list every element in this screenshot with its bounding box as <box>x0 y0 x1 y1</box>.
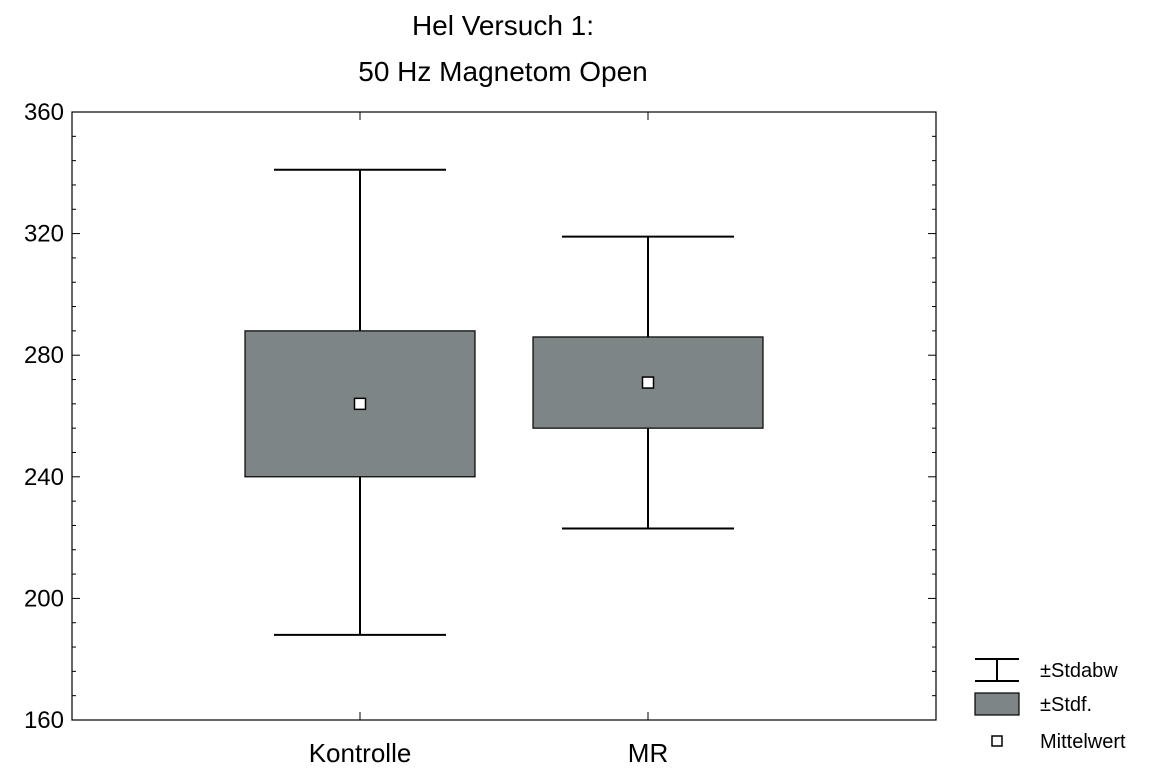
legend-item-box: ±Stdf. <box>974 692 1092 716</box>
box-group-kontrolle <box>244 168 476 636</box>
y-tick-label: 320 <box>24 221 64 248</box>
legend-label: ±Stdabw <box>1040 660 1118 682</box>
legend-label: ±Stdf. <box>1040 694 1092 716</box>
chart-title: Hel Versuch 1: 50 Hz Magnetom Open <box>358 10 648 87</box>
x-category-label: MR <box>628 738 668 768</box>
legend-label: Mittelwert <box>1040 731 1126 753</box>
x-axis: Kontrolle MR <box>309 112 668 768</box>
chart-title-line-2: 50 Hz Magnetom Open <box>358 56 648 87</box>
legend: ±Stdabw ±Stdf. Mittelwert <box>974 658 1126 753</box>
legend-mean-icon <box>991 735 1003 747</box>
y-tick-label: 200 <box>24 585 64 612</box>
mean-marker <box>641 376 655 389</box>
legend-item-mean: Mittelwert <box>991 731 1126 753</box>
box-group-mr <box>532 235 764 530</box>
legend-item-whisker: ±Stdabw <box>975 658 1118 682</box>
y-tick-label: 160 <box>24 707 64 734</box>
legend-box-icon <box>974 692 1020 716</box>
boxes-layer <box>244 168 764 636</box>
y-tick-label: 360 <box>24 99 64 126</box>
y-tick-label: 280 <box>24 342 64 369</box>
chart-title-line-1: Hel Versuch 1: <box>412 10 594 41</box>
y-tick-label: 240 <box>24 464 64 491</box>
mean-marker <box>353 397 367 411</box>
stdf-box <box>244 330 476 478</box>
x-category-label: Kontrolle <box>309 738 412 768</box>
plot-area-frame <box>71 111 937 721</box>
y-axis: 160 200 240 280 320 360 <box>24 99 936 734</box>
